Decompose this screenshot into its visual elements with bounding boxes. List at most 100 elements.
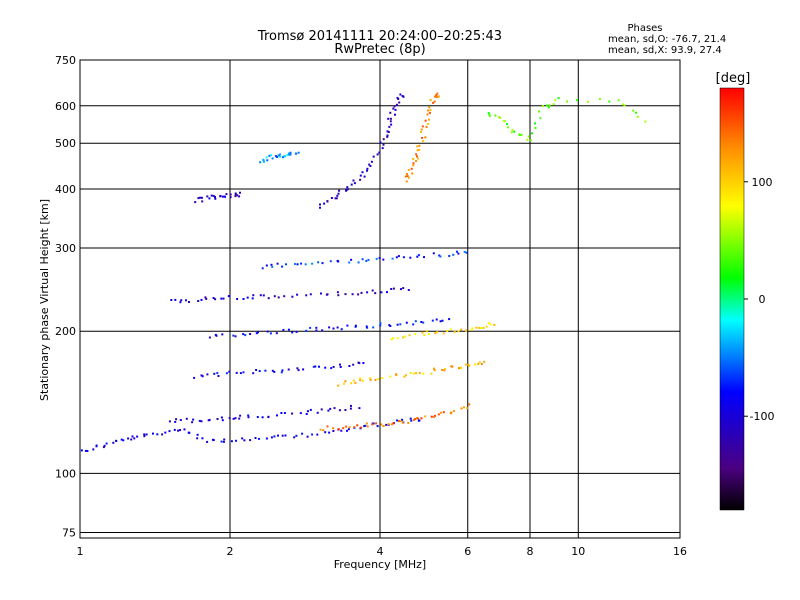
data-point — [255, 369, 258, 371]
data-point — [380, 291, 383, 294]
data-point — [252, 372, 255, 375]
data-point — [287, 328, 290, 331]
data-point — [327, 409, 330, 412]
data-point — [283, 295, 286, 298]
data-point — [95, 444, 98, 447]
data-point — [352, 179, 355, 182]
data-point — [448, 318, 451, 321]
data-point — [244, 334, 247, 337]
data-point — [175, 418, 178, 421]
data-point — [347, 428, 350, 431]
data-point — [427, 109, 430, 112]
data-point — [295, 434, 298, 437]
data-point — [346, 429, 348, 432]
data-point — [249, 333, 252, 335]
data-point — [381, 377, 384, 380]
data-point — [457, 252, 460, 255]
data-point — [263, 161, 265, 163]
data-point — [80, 449, 83, 452]
colorbar-tick-label: -100 — [750, 410, 775, 423]
data-point — [258, 437, 260, 440]
plot-frame — [79, 59, 681, 539]
axis-ticks: 1 2 4 6 8 10 16 75 100 200 300 400 500 600 750 — [55, 54, 687, 558]
data-point — [266, 159, 269, 162]
data-point — [382, 143, 385, 146]
data-point — [205, 297, 208, 300]
data-point — [417, 254, 420, 257]
data-point — [395, 256, 398, 259]
data-point — [185, 417, 188, 420]
data-point — [221, 333, 224, 336]
chart-subtitle: RwPretec (8p) — [334, 42, 425, 57]
data-point — [312, 365, 315, 368]
data-point — [378, 257, 381, 259]
data-point — [177, 429, 179, 432]
data-point — [302, 368, 305, 371]
data-point — [494, 114, 497, 117]
data-point — [345, 425, 347, 428]
data-point — [306, 435, 309, 438]
data-point — [422, 140, 425, 142]
data-point — [389, 111, 392, 114]
data-point — [409, 371, 412, 374]
data-point — [262, 294, 265, 297]
data-point — [405, 321, 408, 324]
data-point — [343, 382, 345, 385]
data-point — [349, 407, 352, 410]
data-point — [279, 155, 282, 158]
data-point — [426, 113, 429, 116]
data-point — [416, 155, 418, 158]
x-tick-label: 6 — [464, 545, 471, 558]
data-point — [238, 195, 241, 198]
data-point — [294, 263, 296, 265]
data-point — [339, 363, 341, 366]
data-point — [365, 325, 368, 328]
data-point — [265, 264, 268, 267]
data-point — [219, 194, 222, 197]
data-point — [284, 155, 287, 158]
data-point — [439, 320, 442, 323]
data-point — [185, 299, 187, 302]
data-point — [463, 406, 465, 409]
data-point — [376, 153, 379, 156]
data-point — [270, 263, 273, 266]
data-point — [361, 258, 364, 261]
data-point — [557, 97, 560, 100]
data-point — [296, 293, 299, 296]
data-point — [487, 112, 490, 115]
data-point — [326, 293, 329, 296]
data-point — [234, 335, 237, 338]
data-point — [367, 258, 370, 261]
data-point — [432, 252, 435, 255]
data-point — [428, 111, 431, 114]
data-point — [255, 332, 258, 335]
data-point — [460, 367, 463, 370]
data-point — [269, 332, 272, 335]
data-point — [368, 163, 371, 166]
data-point — [382, 425, 385, 427]
data-point — [389, 325, 392, 327]
data-point — [337, 294, 340, 297]
data-point — [282, 328, 285, 331]
data-point — [222, 297, 225, 300]
data-point — [249, 439, 252, 442]
data-point — [102, 446, 105, 449]
phases-stats-o: mean, sd,O: -76.7, 21.4 — [608, 34, 726, 45]
data-point — [446, 330, 449, 332]
data-point — [243, 439, 246, 442]
data-point — [321, 262, 324, 265]
data-point — [412, 164, 415, 167]
data-point — [223, 438, 226, 441]
data-point — [425, 330, 428, 333]
data-point — [262, 159, 265, 162]
data-point — [387, 423, 390, 426]
data-point — [402, 287, 405, 290]
data-point — [136, 435, 139, 438]
data-point — [304, 263, 307, 266]
data-point — [617, 99, 620, 102]
data-point — [179, 429, 181, 432]
data-point — [275, 332, 278, 335]
data-point — [192, 418, 195, 421]
data-point — [412, 157, 415, 160]
data-point — [437, 413, 440, 416]
